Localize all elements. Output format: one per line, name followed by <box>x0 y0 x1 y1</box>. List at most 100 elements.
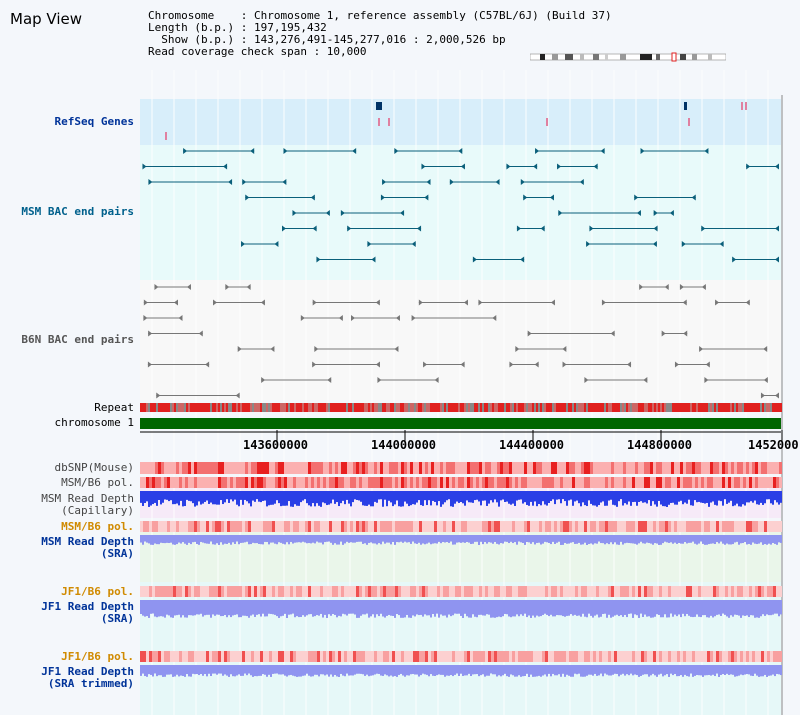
msm-pol-cell <box>155 477 158 488</box>
msm-pol-cell <box>305 477 308 488</box>
msm-depth-sra-bar <box>526 535 528 542</box>
jf1-depth-trim-bar <box>714 665 716 677</box>
jf1-depth-sra-bar <box>780 600 782 615</box>
b6n-bac-end-marker <box>300 315 305 321</box>
msm-pol-2-cell <box>617 521 620 532</box>
msm-depth-cap-bar <box>146 491 148 502</box>
jf1-pol-2-cell <box>626 651 629 662</box>
jf1-pol-cell <box>440 586 443 597</box>
jf1-depth-sra-bar <box>442 600 444 616</box>
msm-depth-sra-bar <box>238 535 240 545</box>
msm-depth-cap-bar <box>738 491 740 507</box>
msm-depth-cap-bar <box>748 491 750 503</box>
repeat-segment <box>394 403 396 412</box>
msm-pol-cell <box>779 477 782 488</box>
jf1-pol-cell <box>194 586 197 597</box>
msm-pol-2-cell <box>542 521 545 532</box>
jf1-depth-sra-bar <box>544 600 546 614</box>
jf1-pol-2-cell <box>485 651 488 662</box>
jf1-depth-sra-bar <box>622 600 624 617</box>
msm-depth-sra-bar <box>394 535 396 545</box>
msm-bac-end-marker <box>460 163 465 170</box>
jf1-depth-sra-bar <box>694 600 696 617</box>
msm-depth-sra-bar <box>276 535 278 545</box>
dbsnp-cell <box>503 462 506 474</box>
jf1-pol-2-cell <box>389 651 392 662</box>
repeat-segment <box>708 403 710 412</box>
msm-bac-end-marker <box>242 179 247 185</box>
jf1-depth-sra-bar <box>532 600 534 616</box>
chromosome-ideogram[interactable] <box>530 52 726 62</box>
repeat-segment <box>230 403 232 412</box>
msm-depth-sra-bar <box>212 535 214 545</box>
msm-bac-end-marker <box>325 210 330 216</box>
jf1-depth-trim-bar <box>236 665 238 676</box>
dbsnp-cell <box>638 462 641 474</box>
b6n-bac-end-marker <box>314 346 319 352</box>
jf1-pol-2-cell <box>332 651 335 662</box>
msm-pol-cell <box>299 477 302 488</box>
b6n-bac-end-marker <box>434 377 439 383</box>
msm-pol-cell <box>386 477 389 488</box>
msm-depth-cap-bar <box>404 491 406 502</box>
jf1-depth-sra-bar <box>726 600 728 617</box>
msm-depth-cap-bar <box>428 491 430 501</box>
jf1-depth-sra-bar <box>684 600 686 617</box>
jf1-pol-2-cell <box>551 651 554 662</box>
msm-depth-cap-bar <box>248 491 250 504</box>
jf1-pol-cell <box>320 586 323 597</box>
repeat-segment <box>278 403 280 412</box>
msm-pol-cell <box>575 477 578 488</box>
jf1-pol-2-cell <box>620 651 623 662</box>
jf1-pol-cell <box>161 586 164 597</box>
repeat-segment <box>504 403 506 412</box>
jf1-pol-2-cell <box>434 651 437 662</box>
msm-depth-sra-bar <box>594 535 596 544</box>
jf1-depth-sra-bar <box>242 600 244 616</box>
repeat-segment <box>512 403 514 412</box>
msm-depth-cap-bar <box>150 491 152 506</box>
msm-depth-sra-bar <box>738 535 740 545</box>
msm-depth-cap-bar <box>368 491 370 505</box>
jf1-depth-trim-bar <box>144 665 146 677</box>
msm-depth-cap-bar <box>548 491 550 503</box>
jf1-depth-trim-bar <box>224 665 226 675</box>
dbsnp-cell <box>557 462 560 474</box>
msm-depth-sra-bar <box>652 535 654 545</box>
jf1-pol-cell <box>779 586 782 597</box>
msm-pol-2-cell <box>554 521 557 532</box>
msm-pol-cell <box>356 477 359 488</box>
jf1-pol-cell <box>557 586 560 597</box>
msm-depth-cap-bar <box>420 491 422 506</box>
jf1-pol-2-cell <box>179 651 182 662</box>
dbsnp-cell <box>773 462 776 474</box>
msm-depth-sra-bar <box>414 535 416 544</box>
jf1-pol-cell <box>710 586 713 597</box>
msm-pol-cell <box>254 477 257 488</box>
jf1-pol-cell <box>296 586 299 597</box>
msm-depth-sra-bar <box>688 535 690 543</box>
jf1-pol-cell <box>743 586 746 597</box>
msm-pol-2-cell <box>437 521 440 532</box>
msm-pol-cell <box>545 477 548 488</box>
repeat-segment <box>192 403 194 412</box>
b6n-bac-end-marker <box>178 315 183 321</box>
msm-depth-cap-bar <box>360 491 362 502</box>
jf1-pol-2-cell <box>350 651 353 662</box>
jf1-depth-trim-bar <box>200 665 202 675</box>
msm-depth-cap-bar <box>708 491 710 507</box>
repeat-segment <box>626 403 628 412</box>
msm-depth-sra-bar <box>354 535 356 543</box>
jf1-pol-2-cell <box>368 651 371 662</box>
msm-pol-2-cell <box>182 521 185 532</box>
jf1-depth-sra-bar <box>520 600 522 615</box>
repeat-segment <box>364 403 366 412</box>
msm-depth-cap-bar <box>166 491 168 500</box>
dbsnp-cell <box>680 462 683 474</box>
jf1-depth-sra-bar <box>244 600 246 616</box>
jf1-pol-2-cell <box>203 651 206 662</box>
dbsnp-cell <box>332 462 335 474</box>
msm-depth-sra-bar <box>494 535 496 542</box>
jf1-depth-sra-bar <box>298 600 300 618</box>
